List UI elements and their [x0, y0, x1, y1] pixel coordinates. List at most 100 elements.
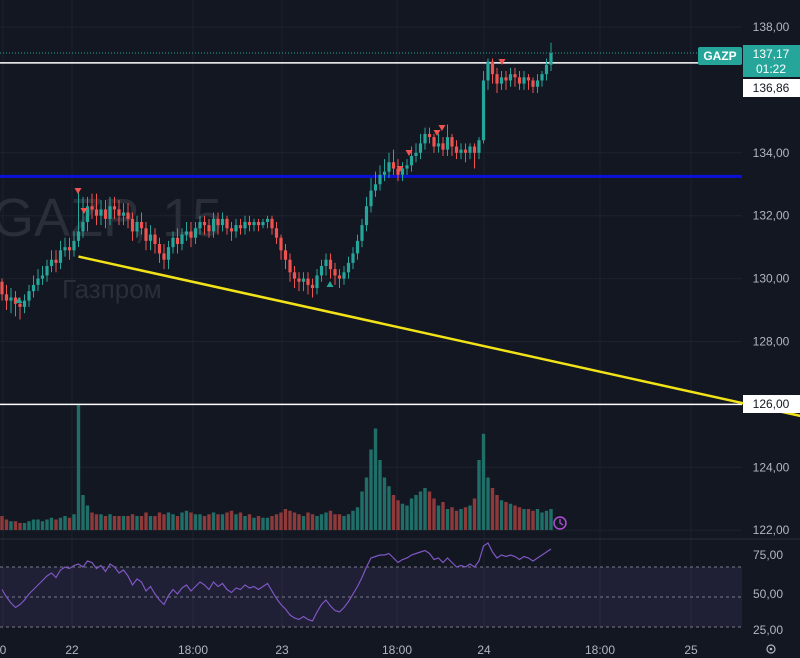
time-tick-label: 23	[275, 643, 289, 657]
price-tick-label: 130,00	[753, 272, 790, 286]
volume-histogram	[0, 404, 553, 530]
candle-body	[261, 221, 265, 226]
candle-body	[517, 77, 522, 84]
volume-bar	[463, 507, 468, 530]
volume-bar	[517, 507, 522, 530]
volume-bar	[265, 517, 270, 530]
sell-signal-marker	[396, 166, 404, 172]
candle-body	[81, 221, 85, 232]
candle-body	[432, 137, 436, 147]
candle-body	[549, 53, 553, 65]
volume-bar	[346, 514, 351, 530]
candle-body	[139, 221, 144, 229]
settings-gear-icon[interactable]	[766, 644, 776, 654]
volume-bar	[45, 519, 49, 530]
candle-body	[400, 168, 405, 175]
candle-body	[94, 209, 99, 216]
volume-bar	[472, 498, 477, 530]
volume-bar	[337, 514, 342, 530]
volume-bar	[445, 509, 450, 530]
candle-body	[121, 212, 126, 216]
volume-bar	[171, 514, 175, 530]
candle-body	[445, 137, 450, 150]
volume-bar	[180, 512, 184, 530]
volume-bar	[535, 509, 540, 530]
candle-body	[306, 278, 310, 285]
candle-body	[27, 291, 31, 301]
candle-body	[36, 278, 40, 285]
volume-bar	[247, 514, 252, 530]
volume-bar	[166, 512, 171, 530]
watermark-name: Газпром	[62, 274, 162, 304]
price-tick-label: 124,00	[753, 460, 790, 474]
volume-bar	[112, 516, 117, 530]
time-tick-label: 25	[684, 643, 698, 657]
volume-bar	[108, 514, 112, 530]
volume-bar	[513, 505, 517, 530]
volume-bar	[121, 516, 126, 530]
candle-body	[126, 212, 130, 219]
volume-bar	[477, 460, 481, 530]
volume-bar	[486, 477, 490, 530]
volume-bar	[427, 491, 432, 530]
candle-body	[63, 247, 67, 251]
volume-bar	[418, 491, 423, 530]
volume-bar	[441, 502, 445, 530]
volume-bar	[504, 502, 508, 530]
candle-body	[441, 143, 445, 150]
volume-bar	[211, 512, 216, 530]
rsi-tick-label: 25,00	[753, 623, 783, 637]
volume-bar	[130, 514, 135, 530]
horizontal-levels[interactable]	[0, 52, 742, 406]
volume-bar	[162, 514, 166, 530]
candle-body	[346, 262, 351, 273]
volume-bar	[58, 517, 63, 530]
candle-body	[283, 250, 288, 260]
candle-body	[301, 278, 306, 282]
volume-bar	[27, 521, 31, 530]
volume-bar	[549, 509, 553, 530]
time-tick-label: 18:00	[382, 643, 412, 657]
volume-bar	[351, 510, 355, 530]
candle-body	[76, 231, 81, 241]
candle-body	[409, 155, 414, 166]
candle-body	[265, 218, 270, 222]
candle-body	[256, 221, 261, 226]
candle-body	[324, 259, 328, 267]
time-tick-label: 0	[0, 643, 7, 657]
volume-bar	[364, 477, 369, 530]
volume-bar	[90, 512, 94, 530]
volume-bar	[49, 517, 54, 530]
volume-bar	[193, 514, 198, 530]
time-axis[interactable]: 0 22 18:00 23 18:00 24 18:00 25	[0, 643, 698, 657]
price-tick-label: 128,00	[753, 335, 790, 349]
candle-body	[504, 77, 508, 81]
candle-body	[508, 74, 513, 81]
volume-bar	[508, 503, 513, 530]
candle-body	[454, 146, 459, 153]
volume-bar	[391, 495, 396, 530]
volume-bar	[220, 514, 225, 530]
time-tick-label: 22	[65, 643, 79, 657]
candle-body	[364, 206, 369, 226]
candle-body	[45, 266, 49, 276]
last-price: 137,17	[753, 47, 790, 61]
level-price-upper: 136,86	[753, 81, 790, 95]
volume-bar	[229, 510, 234, 530]
trend-line[interactable]	[78, 255, 800, 427]
candle-body	[220, 218, 225, 226]
volume-bar	[40, 521, 45, 530]
candle-body	[463, 149, 468, 153]
alert-clock-icon[interactable]	[553, 516, 567, 530]
volume-bar	[18, 523, 22, 530]
candle-body	[288, 259, 292, 273]
candle-body	[225, 218, 229, 229]
volume-bar	[400, 503, 405, 530]
candle-body	[427, 133, 432, 138]
candle-body	[387, 162, 391, 172]
volume-bar	[274, 514, 279, 530]
volume-bar	[288, 510, 292, 530]
candle-body	[531, 80, 535, 87]
